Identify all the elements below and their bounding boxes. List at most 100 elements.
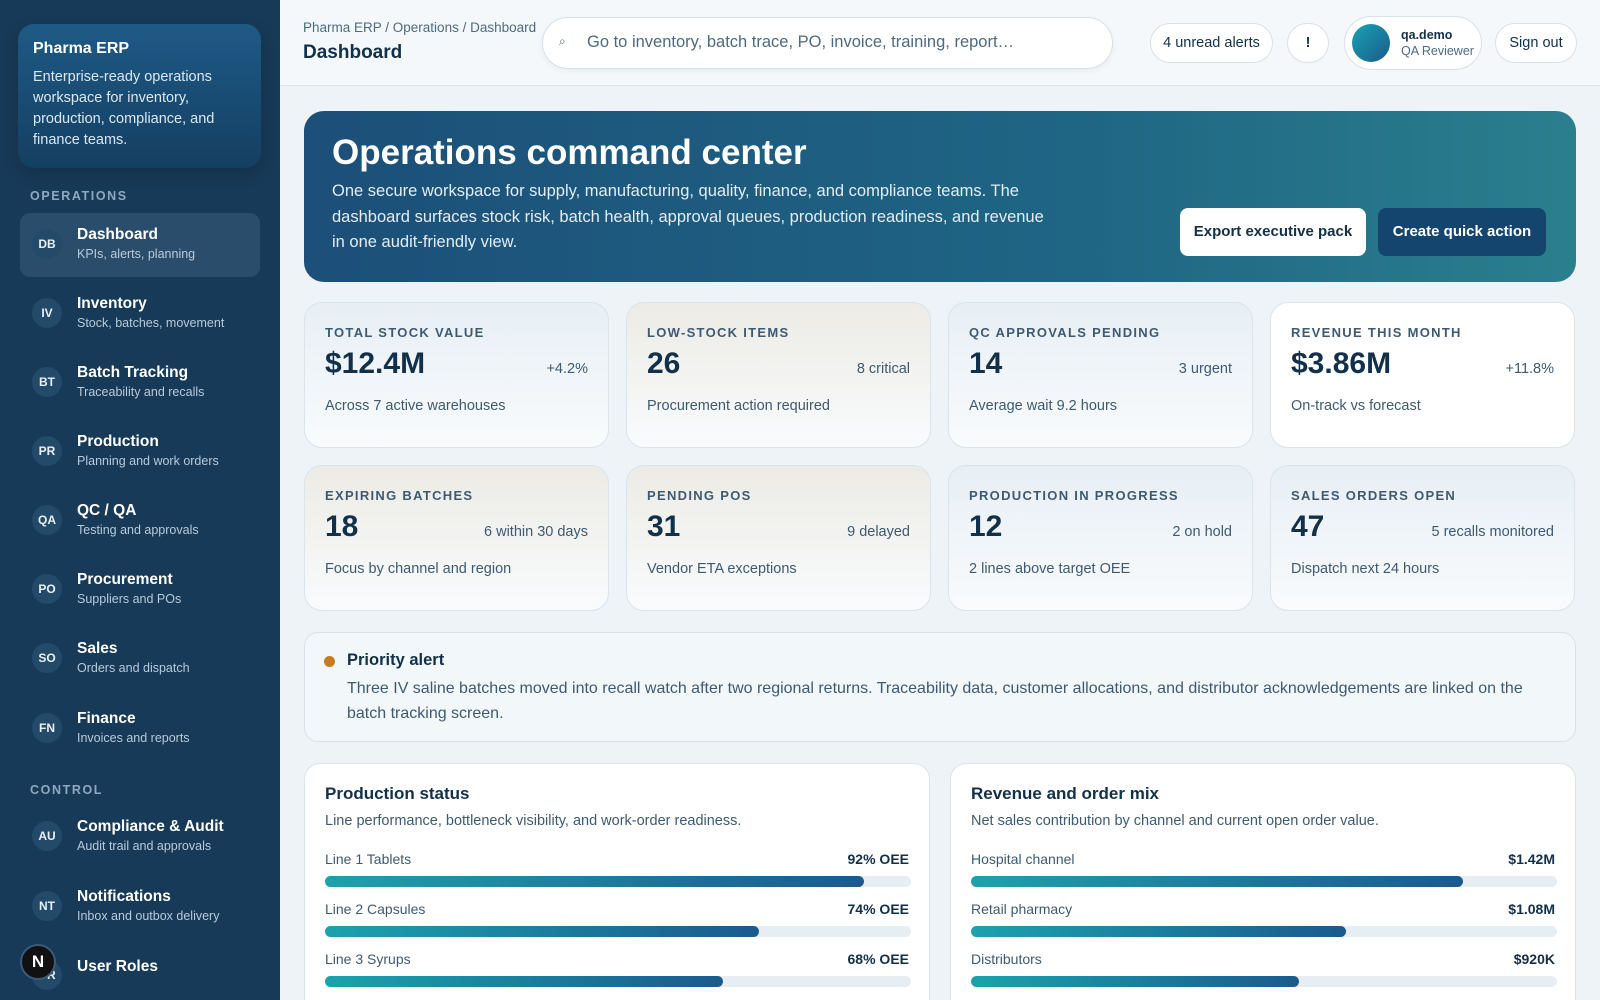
sidebar-item-user-roles[interactable]: UR User Roles: [20, 944, 260, 1000]
kpi-delta: 8 critical: [856, 361, 910, 377]
section-control: CONTROL: [30, 783, 103, 797]
kpi-label: SALES ORDERS OPEN: [1291, 488, 1457, 503]
kpi-card-revenue-this-month[interactable]: REVENUE THIS MONTH $3.86M +11.8% On-trac…: [1270, 302, 1575, 448]
kpi-value: 18: [325, 510, 359, 543]
sidebar-item-sales[interactable]: SO Sales Orders and dispatch: [20, 627, 260, 691]
sidebar-item-label: Notifications: [77, 888, 171, 905]
kpi-card-production-in-progress[interactable]: PRODUCTION IN PROGRESS 12 2 on hold 2 li…: [948, 465, 1253, 611]
kpi-note: Average wait 9.2 hours: [969, 398, 1118, 414]
sidebar-item-inventory[interactable]: IV Inventory Stock, batches, movement: [20, 282, 260, 346]
kpi-card-qc-approvals-pending[interactable]: QC APPROVALS PENDING 14 3 urgent Average…: [948, 302, 1253, 448]
user-menu[interactable]: qa.demo QA Reviewer: [1344, 16, 1482, 70]
user-name: qa.demo: [1401, 28, 1453, 42]
bar-label: Retail pharmacy: [971, 901, 1073, 917]
sidebar-item-label: User Roles: [77, 958, 158, 975]
bar-label: Hospital channel: [971, 851, 1075, 867]
sales-icon: SO: [32, 643, 62, 673]
production-icon: PR: [32, 436, 62, 466]
kpi-label: EXPIRING BATCHES: [325, 488, 474, 503]
bar-label: Line 1 Tablets: [325, 851, 412, 867]
kpi-value: 12: [969, 510, 1003, 543]
sidebar-item-label: Finance: [77, 710, 136, 727]
sidebar-item-batch-tracking[interactable]: BT Batch Tracking Traceability and recal…: [20, 351, 260, 415]
bar-label: Line 3 Syrups: [325, 951, 411, 967]
kpi-delta: 9 delayed: [847, 524, 910, 540]
sidebar-item-sub: Stock, batches, movement: [77, 316, 225, 330]
search-input[interactable]: ⌕ Go to inventory, batch trace, PO, invo…: [542, 17, 1113, 69]
sidebar: Pharma ERP Enterprise-ready operations w…: [0, 0, 280, 1000]
sidebar-item-sub: KPIs, alerts, planning: [77, 247, 196, 261]
app-logo-badge[interactable]: N: [20, 944, 56, 980]
panel-title: Production status: [325, 784, 470, 803]
breadcrumb[interactable]: Pharma ERP / Operations / Dashboard: [303, 20, 537, 35]
kpi-value: 31: [647, 510, 681, 543]
hero-description: One secure workspace for supply, manufac…: [332, 182, 1044, 251]
kpi-note: On-track vs forecast: [1291, 398, 1421, 414]
kpi-label: PRODUCTION IN PROGRESS: [969, 488, 1179, 503]
sidebar-item-label: Production: [77, 433, 159, 450]
kpi-delta: 5 recalls monitored: [1431, 524, 1555, 540]
sidebar-item-label: Batch Tracking: [77, 364, 189, 381]
hero-title: Operations command center: [332, 133, 807, 172]
production-status-panel: Production status Line performance, bott…: [304, 763, 930, 1000]
avatar: [1352, 24, 1390, 62]
alert-dot-icon: [324, 656, 335, 667]
kpi-card-total-stock-value[interactable]: TOTAL STOCK VALUE $12.4M +4.2% Across 7 …: [304, 302, 609, 448]
kpi-value: 26: [647, 347, 681, 380]
kpi-label: LOW-STOCK ITEMS: [647, 325, 790, 340]
alert-title: Priority alert: [347, 651, 445, 669]
inventory-icon: IV: [32, 298, 62, 328]
bar-value: 68% OEE: [847, 951, 909, 967]
kpi-card-sales-orders-open[interactable]: SALES ORDERS OPEN 47 5 recalls monitored…: [1270, 465, 1575, 611]
sidebar-item-sub: Inbox and outbox delivery: [77, 909, 220, 923]
kpi-note: Across 7 active warehouses: [325, 398, 506, 414]
kpi-delta: +4.2%: [546, 361, 588, 377]
kpi-value: 47: [1291, 510, 1325, 543]
sidebar-item-notifications[interactable]: NT Notifications Inbox and outbox delive…: [20, 875, 260, 939]
sidebar-item-label: Compliance & Audit: [77, 818, 224, 835]
bar-value: 92% OEE: [847, 851, 909, 867]
kpi-note: 2 lines above target OEE: [969, 561, 1131, 577]
create-quick-action-button[interactable]: Create quick action: [1378, 208, 1546, 256]
sidebar-item-dashboard[interactable]: DB Dashboard KPIs, alerts, planning: [20, 213, 260, 277]
kpi-card-low-stock-items[interactable]: LOW-STOCK ITEMS 26 8 critical Procuremen…: [626, 302, 931, 448]
kpi-delta: 6 within 30 days: [484, 524, 588, 540]
export-executive-pack-button[interactable]: Export executive pack: [1180, 208, 1366, 256]
kpi-card-expiring-batches[interactable]: EXPIRING BATCHES 18 6 within 30 days Foc…: [304, 465, 609, 611]
kpi-card-pending-pos[interactable]: PENDING POS 31 9 delayed Vendor ETA exce…: [626, 465, 931, 611]
sidebar-item-label: Sales: [77, 640, 118, 657]
sidebar-item-sub: Audit trail and approvals: [77, 839, 212, 853]
sidebar-item-sub: Planning and work orders: [77, 454, 219, 468]
sidebar-item-sub: Invoices and reports: [77, 731, 190, 745]
alert-icon[interactable]: !: [1287, 23, 1329, 63]
sidebar-item-qc-qa[interactable]: QA QC / QA Testing and approvals: [20, 489, 260, 553]
sidebar-item-sub: Traceability and recalls: [77, 385, 205, 399]
sidebar-item-label: Inventory: [77, 295, 147, 312]
unread-alerts-button[interactable]: 4 unread alerts: [1150, 23, 1273, 63]
notifications-icon: NT: [32, 891, 62, 921]
kpi-note: Focus by channel and region: [325, 561, 512, 577]
panel-subtitle: Line performance, bottleneck visibility,…: [325, 813, 742, 829]
search-icon: ⌕: [559, 34, 566, 48]
bar-label: Line 2 Capsules: [325, 901, 426, 917]
finance-icon: FN: [32, 713, 62, 743]
bar-value: $1.08M: [1508, 901, 1555, 917]
kpi-label: PENDING POS: [647, 488, 752, 503]
bar-value: $1.42M: [1508, 851, 1555, 867]
sidebar-item-production[interactable]: PR Production Planning and work orders: [20, 420, 260, 484]
progress-bar-fill: [971, 926, 1347, 937]
progress-bar-fill: [325, 876, 865, 887]
user-role: QA Reviewer: [1401, 44, 1474, 58]
sidebar-item-finance[interactable]: FN Finance Invoices and reports: [20, 697, 260, 761]
kpi-label: QC APPROVALS PENDING: [969, 325, 1161, 340]
sidebar-item-procurement[interactable]: PO Procurement Suppliers and POs: [20, 558, 260, 622]
sign-out-button[interactable]: Sign out: [1495, 23, 1577, 63]
qc-qa-icon: QA: [32, 505, 62, 535]
progress-track: [971, 976, 1557, 987]
sidebar-item-compliance-audit[interactable]: AU Compliance & Audit Audit trail and ap…: [20, 805, 260, 869]
kpi-label: TOTAL STOCK VALUE: [325, 325, 485, 340]
sidebar-item-label: Procurement: [77, 571, 173, 588]
priority-alert: Priority alert Three IV saline batches m…: [304, 632, 1576, 742]
panel-title: Revenue and order mix: [971, 784, 1160, 803]
kpi-delta: 2 on hold: [1172, 524, 1232, 540]
